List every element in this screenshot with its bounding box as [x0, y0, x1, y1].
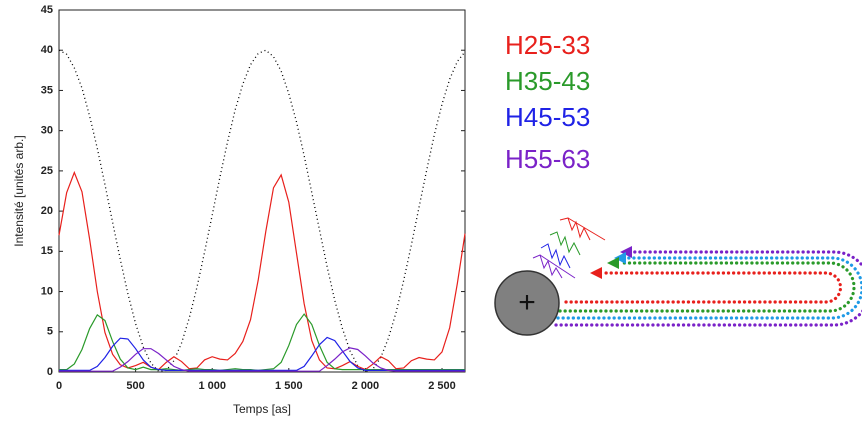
- trajectory: [554, 250, 862, 327]
- legend-label: H35-43: [505, 66, 590, 96]
- y-tick-label: 15: [41, 245, 53, 257]
- burst: [540, 243, 571, 269]
- legend: H25-33 H35-43 H45-53 H55-63: [505, 30, 590, 174]
- arrowhead: [614, 252, 626, 264]
- legend-label: H45-53: [505, 102, 590, 132]
- trajectory: [564, 271, 843, 304]
- emitted-bursts: [532, 217, 606, 279]
- y-tick-label: 10: [41, 285, 53, 297]
- y-tick-label: 30: [41, 125, 53, 137]
- series-line: [59, 347, 465, 372]
- y-tick-label: 0: [47, 366, 53, 378]
- x-tick-label: 2 000: [352, 380, 380, 392]
- burst: [567, 217, 606, 241]
- legend-label: H55-63: [505, 144, 590, 174]
- series-line: [59, 336, 465, 371]
- x-tick-label: 1 500: [275, 380, 303, 392]
- y-tick-label: 45: [41, 4, 53, 16]
- arrowhead: [607, 257, 619, 269]
- arrowhead: [590, 267, 602, 279]
- y-tick-label: 35: [41, 84, 53, 96]
- x-tick-label: 1 000: [198, 380, 226, 392]
- y-tick-label: 20: [41, 205, 53, 217]
- trajectory: [556, 256, 862, 320]
- legend-label: H25-33: [505, 30, 590, 60]
- nucleus-label: +: [518, 286, 536, 319]
- plot-frame: [58, 9, 466, 373]
- series-line: [58, 49, 466, 373]
- y-axis-label: Intensité [unités arb.]: [12, 135, 26, 246]
- y-tick-label: 25: [41, 165, 53, 177]
- diagram: [554, 250, 862, 327]
- arrowheads: [590, 246, 632, 279]
- series-line: [59, 313, 465, 371]
- x-tick-label: 500: [126, 380, 144, 392]
- x-tick-label: 2 500: [428, 380, 456, 392]
- y-tick-label: 40: [41, 44, 53, 56]
- trajectory: [558, 261, 856, 313]
- nucleus: [494, 270, 560, 336]
- x-tick-label: 0: [56, 380, 62, 392]
- burst: [549, 231, 581, 256]
- burst: [559, 217, 591, 241]
- burst: [539, 254, 576, 279]
- x-axis-label: Temps [as]: [233, 402, 291, 416]
- series-line: [58, 170, 466, 371]
- y-tick-label: 5: [47, 326, 53, 338]
